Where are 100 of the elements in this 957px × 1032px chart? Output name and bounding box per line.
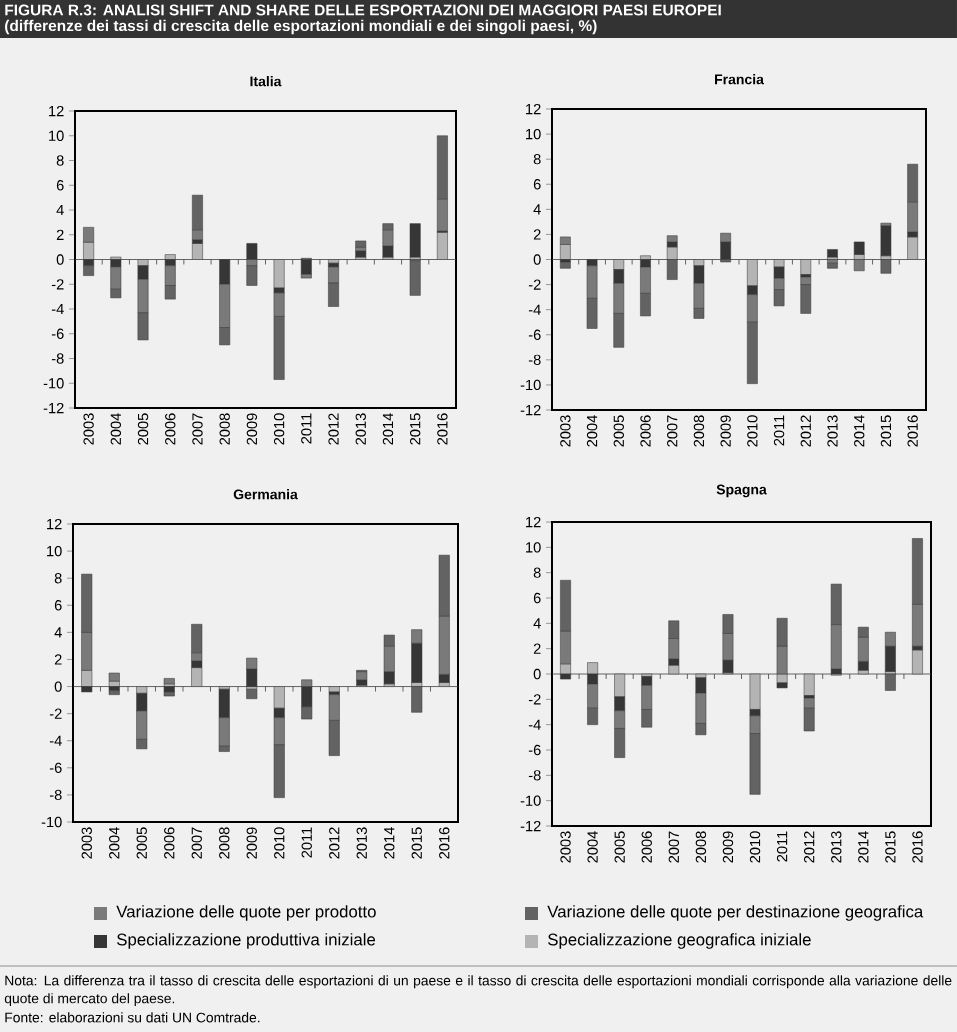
y-tick-label: 2 [54,654,62,665]
y-tick-label: -8 [528,770,541,781]
y-tick-label: 4 [54,627,62,638]
y-tick-label: 6 [54,600,62,611]
x-tick-label: 2009 [720,415,731,447]
x-tick-label: 2007 [667,415,678,447]
y-tick-label: -2 [528,694,541,705]
x-tick-label: 2016 [912,831,923,863]
y-tick-label: 12 [526,103,541,115]
x-tick-label: 2007 [192,413,203,445]
y-tick-label: 10 [526,128,541,140]
y-tick-label: 10 [526,542,541,553]
x-tick-label: 2006 [164,827,175,859]
x-tick-label: 2009 [246,827,257,859]
x-tick-label: 2006 [640,415,651,447]
y-tick-label: -4 [49,735,62,746]
x-tick-label: 2009 [246,413,258,445]
x-tick-label: 2008 [219,413,230,445]
y-tick-label: 0 [533,254,541,265]
y-tick-label: -8 [49,789,62,801]
legend-label: Variazione delle quote per prodotto [116,905,376,921]
y-tick-label: -10 [43,378,64,389]
x-tick-label: 2003 [83,413,94,445]
y-tick-label: 12 [49,105,64,117]
x-tick-label: 2003 [560,831,571,863]
y-tick-label: 4 [56,204,64,216]
x-tick-label: 2004 [587,831,598,863]
y-tick-label: 6 [56,180,64,191]
x-tick-label: 2012 [328,413,339,445]
y-tick-label: -10 [41,816,62,828]
y-tick-label: -2 [49,708,62,719]
y-tick-label: -12 [520,820,541,832]
y-tick-label: -10 [520,379,541,391]
text: (differenze dei tassi di crescita delle esportazioni mondiali e dei singoli paesi, %) [5,19,597,35]
x-tick-label: 2013 [356,827,367,859]
legend-label: Specializzazione produttiva iniziale [117,933,376,949]
y-tick-label: 0 [54,681,62,692]
y-tick-label: 4 [533,204,541,215]
x-tick-label: 2008 [695,831,707,863]
y-tick-label: -6 [528,329,541,340]
x-tick-label: 2009 [722,831,734,863]
y-tick-label: 4 [533,618,541,629]
y-tick-label: 0 [533,668,541,680]
x-tick-label: 2013 [355,413,366,445]
y-tick-label: 12 [526,516,541,528]
x-tick-label: 2005 [614,831,625,863]
x-tick-label: 2010 [747,415,758,447]
y-tick-label: -6 [51,328,64,339]
y-tick-label: -8 [51,353,64,364]
x-tick-label: 2011 [301,413,312,444]
source-note: Fonte: elaborazioni su dati UN Comtrade. [5,1012,260,1023]
chart-title: Spagna [716,484,767,498]
x-tick-label: 2003 [81,827,92,859]
x-tick-label: 2004 [110,413,122,445]
x-tick-label: 2015 [885,831,896,863]
x-tick-label: 2010 [274,827,285,859]
y-tick-label: -12 [43,402,64,414]
x-tick-label: 2007 [191,827,202,859]
x-tick-label: 2010 [749,831,761,863]
y-tick-label: 8 [533,567,541,578]
y-tick-label: -6 [49,762,62,774]
x-tick-label: 2016 [437,413,448,445]
y-tick-label: 10 [49,130,64,141]
x-tick-label: 2011 [776,831,788,862]
x-tick-label: 2008 [219,827,230,859]
y-tick-label: -12 [520,404,541,416]
x-tick-label: 2006 [641,831,652,863]
x-tick-label: 2007 [668,831,680,863]
x-tick-label: 2012 [329,827,340,859]
x-tick-label: 2005 [137,413,149,445]
x-tick-label: 2015 [411,827,422,859]
legend-label: Specializzazione geografica iniziale [548,933,811,949]
x-tick-label: 2014 [858,831,869,863]
x-tick-label: 2014 [382,413,394,445]
text: Nota: La differenza tra il tasso di crescita delle esportazioni di un paese e il tasso di crescita delle esportazioni mondiali corrisponde alla variazione delle quote di mercato del paese. [4,975,952,1007]
y-tick-label: 6 [533,179,541,190]
y-tick-label: 2 [533,229,541,240]
x-tick-label: 2013 [831,831,842,863]
x-tick-label: 2012 [800,415,811,447]
y-tick-label: 10 [47,545,62,557]
x-tick-label: 2010 [273,413,285,445]
x-tick-label: 2011 [773,415,785,446]
y-tick-label: 8 [56,155,64,166]
x-tick-label: 2016 [439,827,450,859]
y-tick-label: -10 [520,795,541,806]
y-tick-label: -8 [528,354,541,366]
y-tick-label: 2 [56,229,64,240]
x-tick-label: 2003 [560,415,571,447]
y-tick-label: -4 [528,719,541,730]
x-tick-label: 2012 [804,831,815,863]
x-tick-label: 2006 [165,413,176,445]
x-tick-label: 2005 [613,415,624,447]
y-tick-label: 2 [533,643,541,654]
x-tick-label: 2004 [109,827,120,859]
y-tick-label: 8 [533,154,541,165]
legend-label: Variazione delle quote per destinazione geografica [547,905,924,921]
y-tick-label: -6 [528,744,541,756]
text: FIGURA R.3: ANALISI SHIFT AND SHARE DELLE ESPORTAZIONI DEI MAGGIORI PAESI EUROPEI [5,4,721,16]
y-tick-label: 12 [47,518,62,530]
chart-title: Germania [233,489,298,500]
